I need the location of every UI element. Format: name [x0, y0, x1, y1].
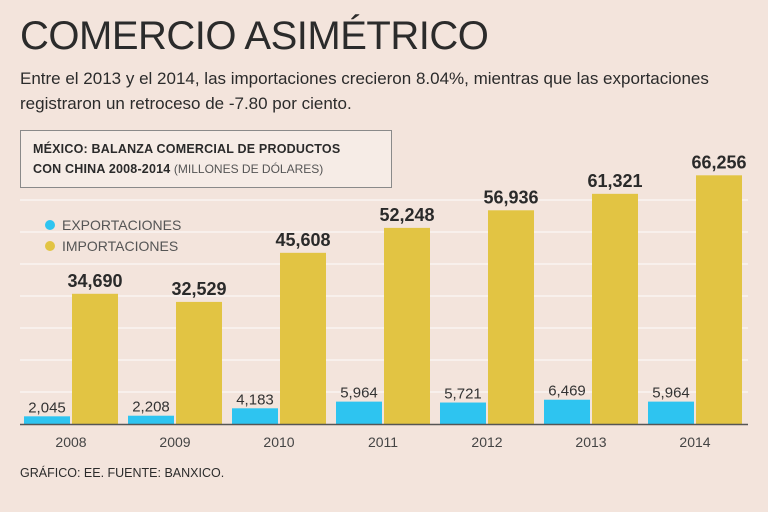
value-label-importaciones-2009: 32,529 — [171, 279, 226, 299]
legend-label-importaciones: IMPORTACIONES — [62, 238, 178, 254]
value-label-importaciones-2010: 45,608 — [275, 230, 330, 250]
value-label-exportaciones-2008: 2,045 — [28, 399, 66, 416]
source-footer: GRÁFICO: EE. FUENTE: BANXICO. — [20, 466, 225, 480]
value-label-exportaciones-2011: 5,964 — [340, 385, 378, 402]
value-label-exportaciones-2014: 5,964 — [652, 385, 690, 402]
value-label-importaciones-2008: 34,690 — [67, 271, 122, 291]
bar-importaciones-2011 — [384, 227, 430, 424]
value-label-exportaciones-2012: 5,721 — [444, 386, 482, 403]
x-tick-label-2013: 2013 — [575, 434, 606, 450]
chart-units: (MILLONES DE DÓLARES) — [173, 162, 324, 176]
bar-exportaciones-2011 — [336, 401, 382, 424]
x-tick-label-2014: 2014 — [679, 434, 710, 450]
x-tick-label-2011: 2011 — [368, 434, 398, 450]
value-labels: 2,045 34,690 2,208 32,529 4,183 45,608 5,964 52… — [28, 152, 746, 416]
bar-importaciones-2010 — [280, 252, 326, 424]
bar-importaciones-2008 — [72, 293, 118, 424]
bar-importaciones-2013 — [592, 193, 638, 424]
bar-exportaciones-2008 — [24, 416, 70, 424]
legend-swatch-importaciones — [45, 241, 55, 251]
bar-exportaciones-2009 — [128, 415, 174, 424]
value-label-importaciones-2014: 66,256 — [691, 152, 746, 172]
bar-importaciones-2009 — [176, 301, 222, 424]
x-tick-label-2008: 2008 — [55, 434, 86, 450]
x-tick-label-2009: 2009 — [159, 434, 190, 450]
legend-swatch-exportaciones — [45, 220, 55, 230]
x-tick-label-2012: 2012 — [471, 434, 502, 450]
x-axis: 2008 2009 2010 2011 2012 2013 2014 — [20, 423, 748, 450]
legend: EXPORTACIONES IMPORTACIONES — [45, 217, 181, 254]
bar-exportaciones-2012 — [440, 402, 486, 424]
bars — [24, 175, 742, 424]
legend-label-exportaciones: EXPORTACIONES — [62, 217, 181, 233]
bar-exportaciones-2013 — [544, 399, 590, 424]
value-label-importaciones-2013: 61,321 — [587, 171, 642, 191]
bar-importaciones-2014 — [696, 175, 742, 424]
chart-title-line2: CON CHINA 2008-2014 — [33, 162, 171, 176]
subtitle: Entre el 2013 y el 2014, las importacion… — [20, 69, 709, 113]
bar-importaciones-2012 — [488, 210, 534, 424]
value-label-exportaciones-2010: 4,183 — [236, 391, 274, 408]
x-tick-label-2010: 2010 — [263, 434, 294, 450]
headline: COMERCIO ASIMÉTRICO — [20, 14, 489, 58]
value-label-importaciones-2012: 56,936 — [483, 187, 538, 207]
value-label-importaciones-2011: 52,248 — [379, 205, 434, 225]
bar-exportaciones-2010 — [232, 408, 278, 424]
bar-exportaciones-2014 — [648, 401, 694, 424]
chart-title-box: MÉXICO: BALANZA COMERCIAL DE PRODUCTOS C… — [20, 130, 392, 188]
chart-title-line1: MÉXICO: BALANZA COMERCIAL DE PRODUCTOS — [33, 142, 341, 156]
value-label-exportaciones-2013: 6,469 — [548, 383, 586, 400]
value-label-exportaciones-2009: 2,208 — [132, 399, 170, 416]
